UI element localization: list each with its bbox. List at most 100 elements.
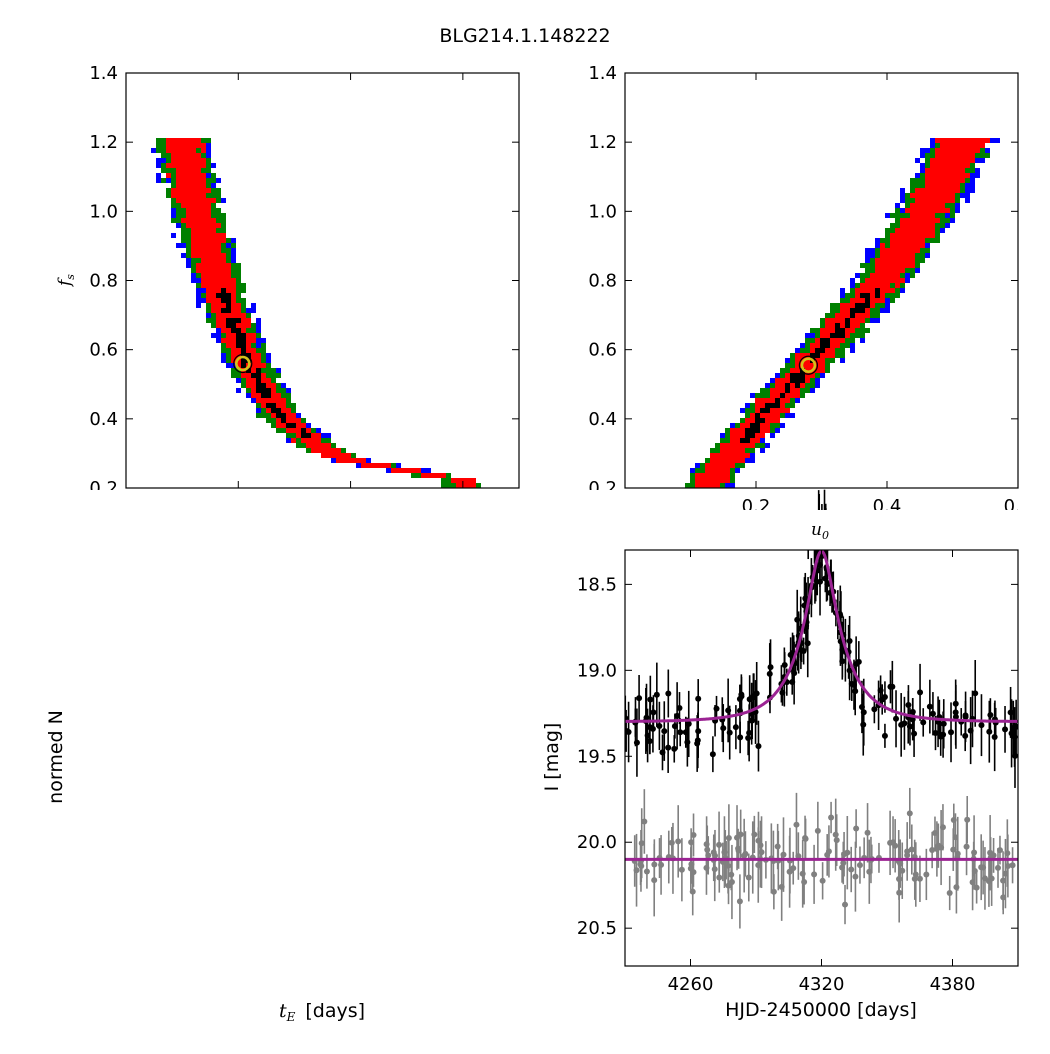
p2-cell — [890, 238, 895, 243]
p1-cell — [181, 168, 186, 173]
p1-cell — [266, 378, 271, 383]
p1-cell — [221, 353, 226, 358]
p1-ytick-label: 1.4 — [89, 63, 118, 84]
p2-cell — [895, 258, 900, 263]
p1-cell — [191, 148, 196, 153]
p2-cell — [765, 408, 770, 413]
p1-best-fit-ring — [233, 353, 253, 374]
p4-point — [978, 722, 985, 729]
p2-cell — [880, 308, 885, 313]
p2-cell — [905, 228, 910, 233]
p1-cell — [206, 273, 211, 278]
p1-cell — [336, 448, 341, 453]
p2-cell — [870, 298, 875, 303]
p1-cell — [451, 478, 456, 483]
p1-cell — [196, 248, 201, 253]
p1-cell — [211, 288, 216, 293]
p1-cell — [251, 368, 256, 373]
p2-cell — [835, 308, 840, 313]
p2-cell — [910, 198, 915, 203]
p1-cell — [241, 348, 246, 353]
p1-cell — [226, 243, 231, 248]
p2-cell — [850, 348, 855, 353]
p2-cell — [890, 298, 895, 303]
p1-cell — [286, 413, 291, 418]
p2-cell — [945, 198, 950, 203]
p1-cell — [271, 413, 276, 418]
p1-cell — [246, 308, 251, 313]
p1-cell — [206, 188, 211, 193]
p2-cell — [885, 248, 890, 253]
p2-cell — [890, 258, 895, 263]
p2-cell — [735, 428, 740, 433]
p1-cell — [211, 218, 216, 223]
p2-cell — [840, 313, 845, 318]
p2-cell — [925, 253, 930, 258]
p2-cell — [915, 253, 920, 258]
p1-cell — [226, 253, 231, 258]
p4-xtick-label: 4320 — [799, 974, 845, 995]
p1-cell — [216, 268, 221, 273]
p2-cell — [845, 328, 850, 333]
p1-cell — [181, 158, 186, 163]
p2-cell — [710, 458, 715, 463]
p2-cell — [850, 328, 855, 333]
p2-cell — [930, 198, 935, 203]
p1-cell — [451, 483, 456, 488]
p2-cell — [890, 223, 895, 228]
p4-offset-point — [741, 852, 748, 859]
p1-cell — [306, 438, 311, 443]
p1-cell — [191, 183, 196, 188]
p2-cell — [935, 198, 940, 203]
p2-cell — [905, 268, 910, 273]
p1-cell — [196, 233, 201, 238]
p1-cell — [241, 303, 246, 308]
p2-cell — [915, 158, 920, 163]
p1-cell — [221, 278, 226, 283]
p2-cell — [915, 263, 920, 268]
p2-cell — [910, 233, 915, 238]
p4-offset-point — [950, 846, 957, 853]
p1-cell — [461, 478, 466, 483]
p1-cell — [226, 248, 231, 253]
p1-best-fit-marker — [234, 355, 251, 372]
p1-cell — [386, 463, 391, 468]
p2-cell — [955, 173, 960, 178]
p2-cell — [760, 423, 765, 428]
p2-cell — [920, 238, 925, 243]
p4-offset-point — [938, 844, 945, 851]
p1-cell — [291, 413, 296, 418]
p2-cell — [890, 233, 895, 238]
p2-cell — [875, 243, 880, 248]
p1-cell — [206, 233, 211, 238]
p2-cell — [700, 478, 705, 483]
p1-cell — [251, 398, 256, 403]
p2-cell — [730, 443, 735, 448]
p1-cell — [251, 328, 256, 333]
p2-cell — [820, 328, 825, 333]
p1-cell — [161, 153, 166, 158]
p2-cell — [775, 388, 780, 393]
p1-cell — [226, 343, 231, 348]
p2-cell — [950, 163, 955, 168]
p1-cell — [201, 158, 206, 163]
p2-cell — [830, 353, 835, 358]
p1-cell — [266, 368, 271, 373]
p2-cell — [715, 448, 720, 453]
p2-cell — [745, 438, 750, 443]
p1-cell — [266, 393, 271, 398]
p2-cell — [795, 368, 800, 373]
p1-cell — [276, 383, 281, 388]
p2-ytick-label: 1.0 — [588, 201, 617, 222]
p2-cell — [780, 423, 785, 428]
p2-cell — [865, 278, 870, 283]
p2-cell — [965, 188, 970, 193]
p2-cell — [970, 173, 975, 178]
p1-cell — [191, 198, 196, 203]
p2-cell — [890, 248, 895, 253]
p1-cell — [416, 473, 421, 478]
p2-cell — [925, 228, 930, 233]
p2-cell — [810, 353, 815, 358]
p2-cell — [790, 413, 795, 418]
p2-cell — [835, 348, 840, 353]
